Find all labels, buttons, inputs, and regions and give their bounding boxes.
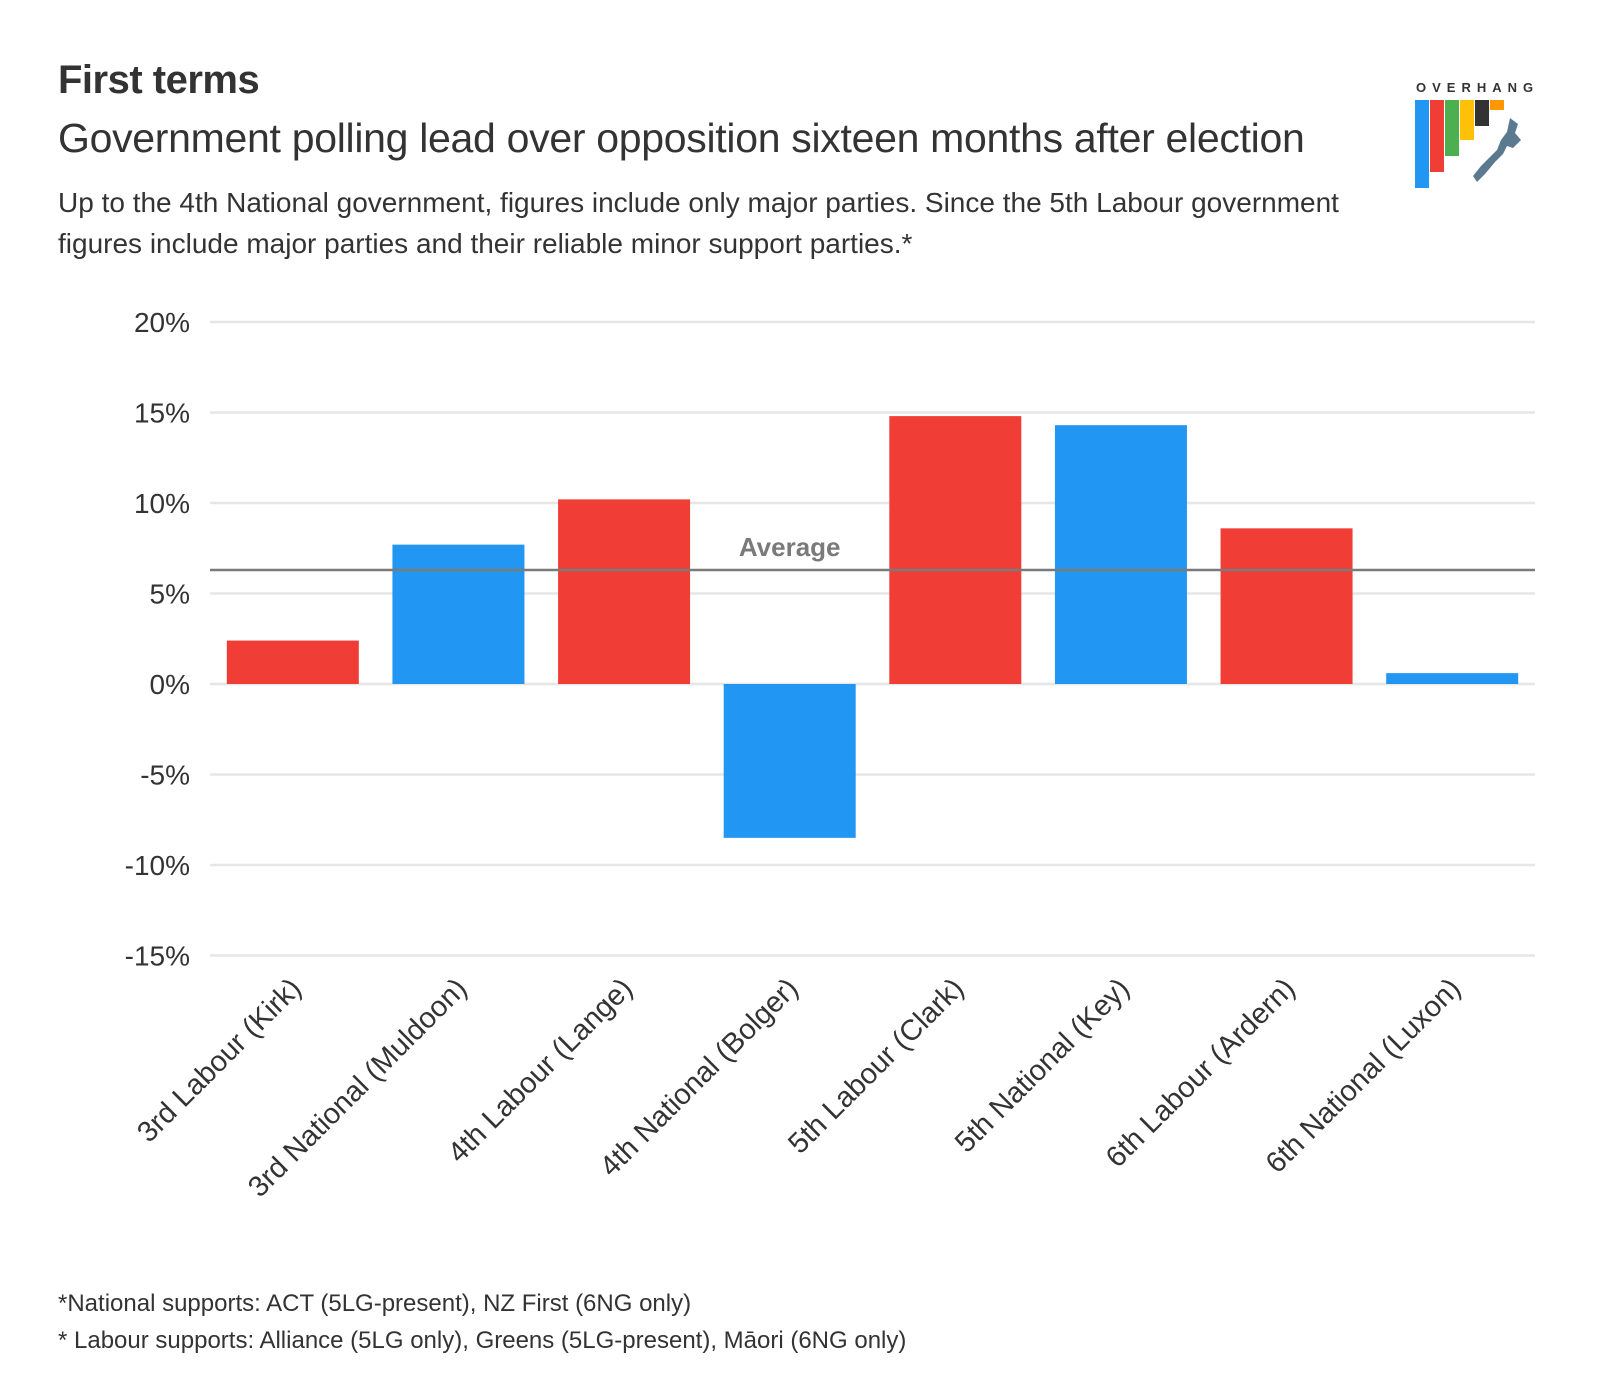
bar	[1386, 673, 1519, 684]
bar	[723, 684, 856, 838]
y-tick-label: 0%	[150, 669, 190, 700]
chart-description: Up to the 4th National government, figur…	[58, 187, 1339, 259]
x-tick-label: 5th National (Key)	[949, 972, 1136, 1159]
x-tick-label: 4th Labour (Lange)	[442, 972, 639, 1169]
bar	[1054, 425, 1187, 684]
bar	[1220, 528, 1353, 684]
average-line-group: Average	[210, 532, 1535, 572]
chart-subtitle: Government polling lead over opposition …	[58, 115, 1305, 161]
y-tick-label: 5%	[150, 579, 190, 610]
x-tick-label: 5th Labour (Clark)	[782, 972, 970, 1160]
y-tick-label: 15%	[134, 398, 190, 429]
average-label: Average	[739, 532, 841, 562]
y-tick-label: -10%	[125, 850, 190, 881]
bar	[226, 640, 359, 684]
y-axis-ticks: 20% 15% 10% 5% 0% -5% -10% -15%	[125, 307, 190, 972]
bar-chart: 20% 15% 10% 5% 0% -5% -10% -15% Average 3rd Lab…	[125, 307, 1535, 1204]
footnote-labour: * Labour supports: Alliance (5LG only), …	[58, 1327, 907, 1354]
y-tick-label: -15%	[125, 941, 190, 972]
logo-text: OVERHANG	[1416, 80, 1540, 95]
bar	[889, 416, 1022, 684]
y-tick-label: -5%	[140, 760, 190, 791]
x-tick-label: 3rd Labour (Kirk)	[131, 972, 307, 1148]
chart-title: First terms	[58, 58, 260, 102]
footnote-national: *National supports: ACT (5LG-present), N…	[58, 1290, 692, 1317]
y-tick-label: 20%	[134, 307, 190, 338]
y-tick-label: 10%	[134, 488, 190, 519]
bar	[558, 499, 691, 684]
x-tick-label: 6th Labour (Ardern)	[1100, 972, 1302, 1174]
footnotes: *National supports: ACT (5LG-present), N…	[58, 1285, 906, 1359]
x-axis-labels: 3rd Labour (Kirk)3rd National (Muldoon)4…	[131, 972, 1467, 1203]
bars	[226, 416, 1519, 838]
the-overhang-logo	[1415, 100, 1521, 188]
bar	[392, 544, 525, 684]
